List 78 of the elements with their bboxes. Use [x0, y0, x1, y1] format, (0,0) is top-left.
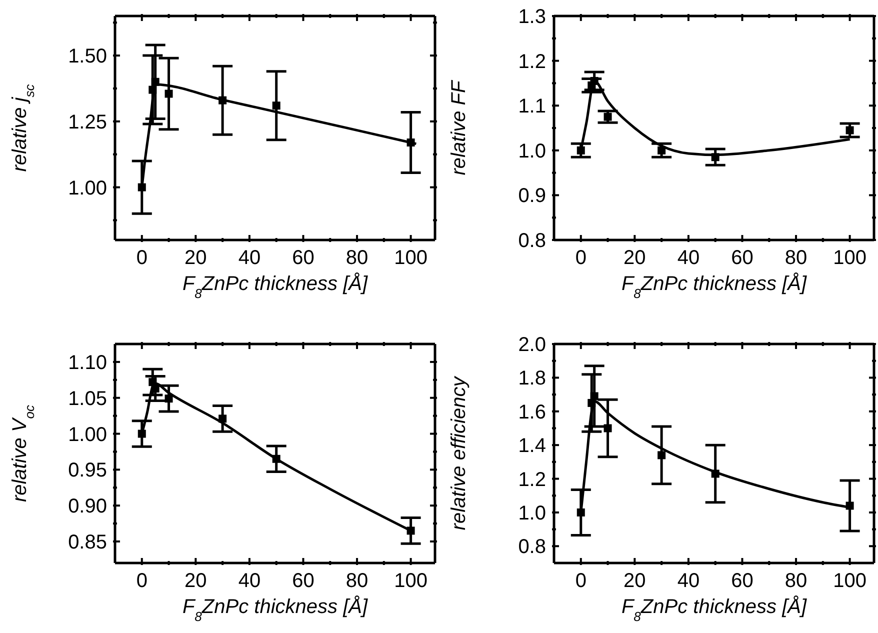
x-tick-label: 20 — [624, 247, 646, 269]
x-tick-label: 60 — [292, 570, 314, 592]
y-tick-label: 1.0 — [518, 140, 546, 162]
point — [604, 424, 612, 432]
x-axis-title: F$_{8}$ZnPc thickness [Å] — [182, 272, 368, 300]
y-tick-label: 1.10 — [68, 352, 107, 374]
point — [164, 394, 173, 403]
y-tick-label: 1.00 — [68, 177, 107, 200]
x-tick-label: 40 — [238, 247, 261, 269]
y-tick-label: 0.8 — [518, 536, 546, 558]
x-tick-label: 40 — [677, 247, 700, 269]
x-axis-title: F$_{8}$ZnPc thickness [Å] — [621, 272, 807, 300]
x-tick-label: 80 — [784, 570, 808, 592]
point — [846, 502, 854, 510]
y-tick-label: 0.85 — [68, 531, 107, 554]
y-tick-label: 1.8 — [518, 368, 546, 390]
x-tick-label: 60 — [731, 247, 754, 269]
point — [846, 126, 854, 134]
x-tick-label: 80 — [784, 247, 808, 269]
point — [576, 146, 585, 154]
y-axis-title: relative FF — [448, 78, 470, 176]
x-tick-label: 0 — [136, 247, 148, 269]
x-axis-title: F$_{8}$ZnPc thickness [Å] — [182, 595, 368, 624]
y-tick-label: 1.4 — [518, 435, 546, 458]
x-tick-label: 0 — [575, 247, 586, 269]
y-tick-label: 1.00 — [68, 424, 107, 446]
x-tick-label: 100 — [394, 247, 428, 269]
y-tick-label: 0.9 — [518, 185, 546, 208]
point — [658, 451, 666, 460]
point — [151, 78, 160, 86]
y-tick-label: 0.95 — [68, 460, 107, 482]
y-tick-label: 1.3 — [518, 6, 546, 28]
x-tick-label: 100 — [833, 247, 866, 269]
point — [138, 183, 146, 192]
y-tick-label: 1.0 — [518, 502, 546, 524]
point — [406, 138, 415, 146]
point — [148, 86, 157, 94]
x-tick-label: 100 — [833, 570, 866, 592]
x-tick-label: 0 — [575, 570, 586, 592]
y-tick-label: 1.6 — [518, 401, 546, 424]
y-tick-label: 1.50 — [68, 46, 107, 68]
y-axis-title: relative efficiency — [448, 376, 470, 530]
y-tick-label: 2.0 — [518, 334, 546, 356]
point — [218, 96, 227, 104]
point — [590, 76, 598, 85]
x-tick-label: 100 — [394, 570, 428, 592]
point — [658, 146, 666, 154]
x-axis-title: F$_{8}$ZnPc thickness [Å] — [621, 595, 807, 624]
y-tick-label: 0.90 — [68, 496, 107, 518]
y-tick-label: 1.25 — [68, 111, 107, 134]
y-tick-label: 1.1 — [518, 96, 546, 118]
point — [711, 470, 720, 478]
point — [151, 384, 160, 393]
point — [711, 153, 720, 162]
x-tick-label: 40 — [238, 570, 261, 592]
y-tick-label: 0.8 — [518, 230, 546, 252]
point — [138, 430, 146, 438]
point — [164, 90, 173, 98]
y-tick-label: 1.2 — [518, 468, 546, 491]
x-tick-label: 80 — [346, 247, 368, 269]
point — [218, 414, 227, 423]
point — [406, 526, 415, 535]
y-tick-label: 1.05 — [68, 388, 107, 410]
x-tick-label: 20 — [184, 570, 207, 592]
x-tick-label: 20 — [624, 570, 646, 592]
x-tick-label: 20 — [184, 247, 207, 269]
point — [576, 508, 585, 516]
x-tick-label: 60 — [292, 247, 314, 269]
point — [272, 454, 280, 463]
y-tick-label: 1.2 — [518, 50, 546, 73]
x-tick-label: 0 — [136, 570, 148, 592]
point — [590, 392, 598, 400]
point — [272, 102, 280, 110]
x-tick-label: 40 — [677, 570, 700, 592]
x-tick-label: 80 — [346, 570, 368, 592]
point — [604, 112, 612, 121]
point — [588, 398, 596, 407]
x-tick-label: 60 — [731, 570, 754, 592]
